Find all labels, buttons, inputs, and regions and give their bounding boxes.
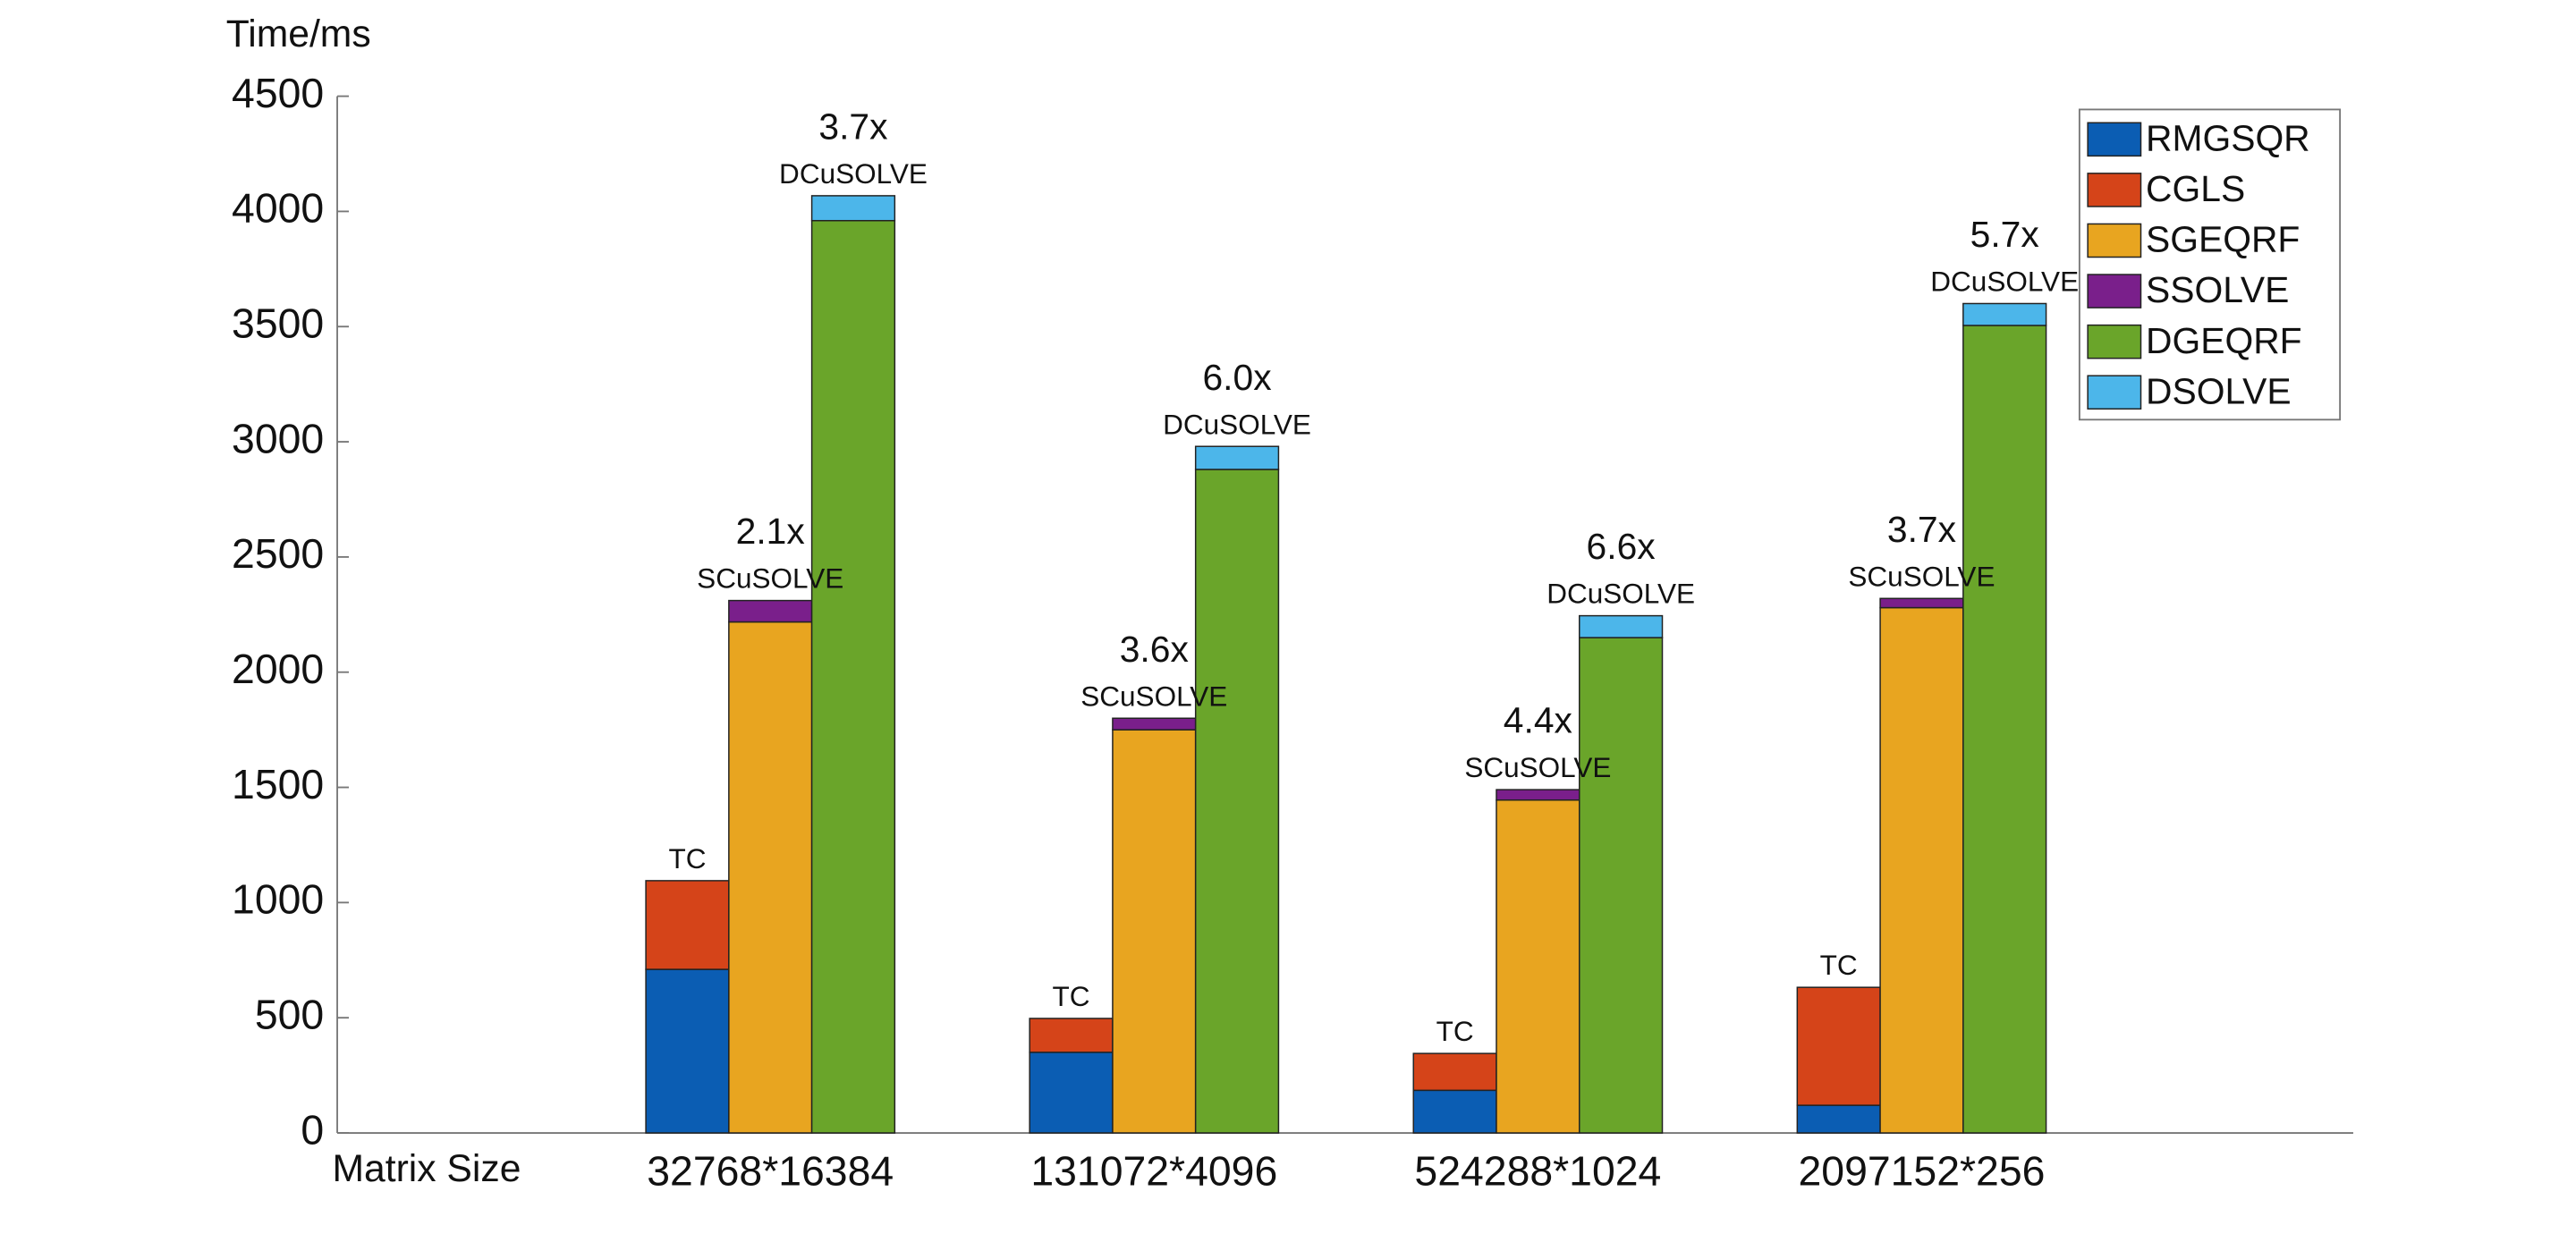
bar-segment [645,880,730,970]
legend-swatch [2087,223,2142,258]
legend-swatch [2087,375,2142,410]
bar-segment [1962,302,2047,326]
legend-swatch [2087,173,2142,207]
speedup-label: 4.4x [1504,700,1572,741]
bar-segment [645,968,730,1134]
x-tick-label: 524288*1024 [1414,1148,1661,1195]
y-tick-label: 3000 [232,415,324,461]
bar-segment [1194,469,1280,1134]
y-tick-label: 1000 [232,876,324,923]
stack-label: DCuSOLVE [1930,266,2079,298]
y-axis-label: Time/ms [226,13,371,55]
bar-segment [1029,1052,1114,1134]
stack-label: TC [1436,1015,1474,1047]
y-tick-label: 4500 [232,70,324,116]
bar-segment [1579,614,1664,638]
bar-segment [1112,729,1197,1134]
stack-label: TC [1820,949,1858,981]
legend-label: SSOLVE [2146,269,2289,310]
bar-segment [1496,789,1580,801]
stack-label: TC [668,842,706,875]
legend-label: DGEQRF [2146,320,2302,361]
legend-swatch [2087,324,2142,359]
stack-label: DCuSOLVE [1546,578,1695,610]
bar-segment [728,621,813,1134]
bar-segment [1496,798,1580,1134]
stack-label: SCuSOLVE [1080,680,1227,712]
bar-segment [810,219,896,1134]
x-tick-label: 32768*16384 [647,1148,894,1195]
legend-label: DSOLVE [2146,370,2292,411]
bar-segment [1962,325,2047,1134]
legend-box [2078,108,2342,421]
y-tick-label: 2500 [232,530,324,577]
bar-segment [1796,1104,1881,1134]
legend-swatch [2087,122,2142,157]
legend-swatch [2087,274,2142,308]
bar-segment [1112,717,1197,731]
legend-label: RMGSQR [2146,117,2310,158]
y-tick-label: 2000 [232,646,324,692]
speedup-label: 3.6x [1120,629,1189,670]
x-tick-label: 131072*4096 [1030,1148,1277,1195]
x-axis-label: Matrix Size [332,1147,521,1190]
bar-segment [1796,986,1881,1106]
stack-label: SCuSOLVE [1464,751,1611,783]
y-tick-label: 3500 [232,300,324,346]
bar-segment [1194,445,1280,470]
bar-segment [810,195,896,222]
stack-label: SCuSOLVE [697,562,843,595]
stack-label: DCuSOLVE [779,157,928,190]
legend-label: CGLS [2146,168,2245,209]
speedup-label: 6.6x [1587,526,1656,567]
speedup-label: 2.1x [736,511,805,552]
y-tick-label: 1500 [232,761,324,807]
bar-segment [1029,1018,1114,1053]
speedup-label: 6.0x [1202,357,1271,398]
x-tick-label: 2097152*256 [1799,1148,2046,1195]
speedup-label: 5.7x [1970,214,2039,255]
speedup-label: 3.7x [818,106,887,147]
bar-segment [1879,606,1964,1134]
bar-segment [1412,1052,1497,1092]
y-tick-label: 0 [301,1106,324,1153]
stack-label: DCuSOLVE [1163,408,1311,440]
bar-segment [728,599,813,623]
stack-label: SCuSOLVE [1848,560,1995,592]
stack-label: TC [1053,980,1090,1012]
speedup-label: 3.7x [1887,509,1956,550]
bar-segment [1879,597,1964,609]
bar-segment [1412,1089,1497,1134]
legend-label: SGEQRF [2146,219,2300,260]
bar-segment [1579,637,1664,1134]
y-tick-label: 500 [255,991,324,1037]
y-tick-label: 4000 [232,185,324,232]
